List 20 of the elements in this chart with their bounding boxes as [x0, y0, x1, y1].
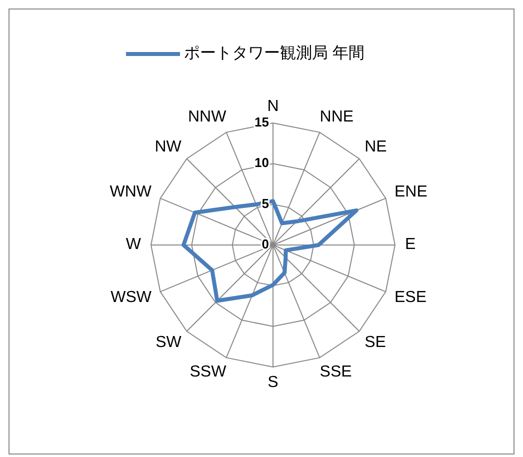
y-tick-label: 10 — [254, 155, 269, 170]
legend-label: ポートタワー観測局 年間 — [184, 44, 364, 62]
spoke-label: E — [405, 236, 416, 254]
spoke-label: ESE — [394, 289, 427, 306]
spoke-label: NNW — [188, 108, 228, 126]
spoke-label: S — [268, 374, 278, 392]
spoke-label: WSW — [110, 289, 152, 306]
spoke-label: N — [267, 98, 279, 116]
spoke-label: SSE — [320, 364, 352, 381]
spoke-label: SW — [156, 334, 182, 351]
spoke-label: W — [126, 236, 142, 254]
spoke-label: ENE — [394, 183, 428, 200]
spoke-label: NE — [364, 138, 387, 156]
y-tick-label: 0 — [262, 236, 269, 252]
spoke-label: SE — [364, 334, 386, 351]
spoke-label: NNE — [320, 108, 354, 126]
spoke-label: NW — [154, 138, 182, 156]
spoke-label: SSW — [190, 364, 228, 381]
spoke-label: WNW — [110, 183, 152, 200]
y-tick-label: 15 — [254, 114, 269, 130]
